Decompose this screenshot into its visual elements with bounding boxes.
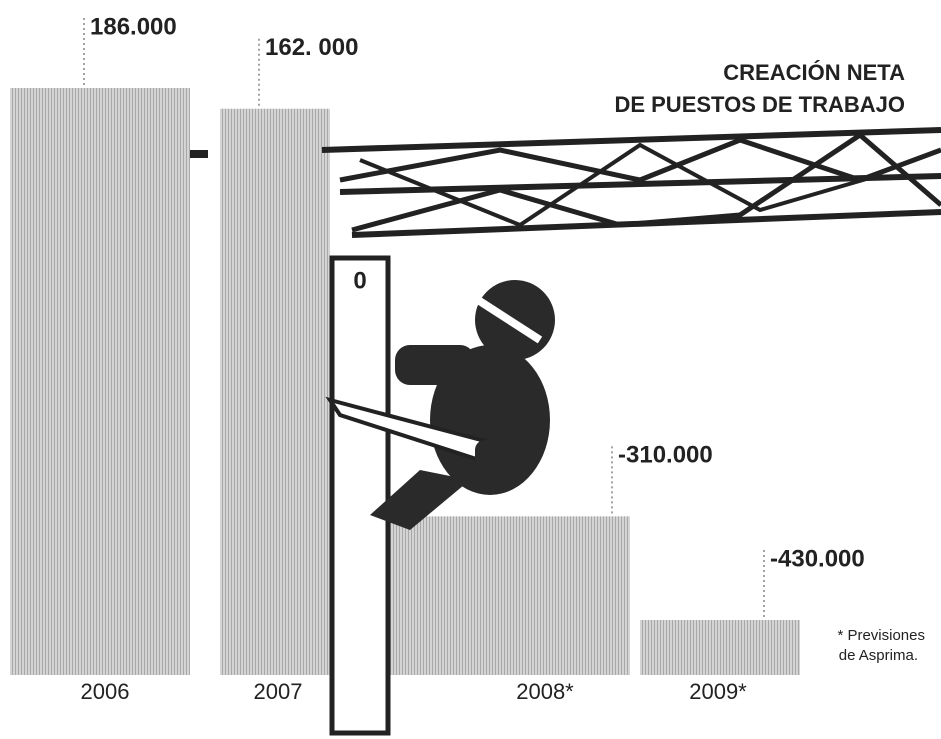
bar — [10, 88, 190, 675]
value-label: 186.000 — [90, 13, 177, 40]
chart: 0 CREACIÓN NETA DE PUESTOS DE TRABAJO * … — [0, 0, 941, 739]
pillar — [332, 258, 388, 733]
x-tick-label: 2008* — [516, 679, 574, 704]
bar — [220, 109, 330, 675]
x-tick-label: 2006 — [81, 679, 130, 704]
title: CREACIÓN NETA — [723, 60, 905, 85]
bar — [390, 516, 630, 675]
note: de Asprima. — [839, 647, 918, 664]
value-label: -310.000 — [618, 442, 713, 469]
title: DE PUESTOS DE TRABAJO — [614, 92, 905, 117]
x-tick-label: 2009* — [689, 679, 747, 704]
value-label: 162. 000 — [265, 34, 358, 61]
x-tick-label: 2007 — [254, 679, 303, 704]
note: * Previsiones — [837, 627, 925, 644]
bar — [640, 620, 800, 675]
zero-label: 0 — [353, 267, 366, 294]
value-label: -430.000 — [770, 545, 865, 572]
